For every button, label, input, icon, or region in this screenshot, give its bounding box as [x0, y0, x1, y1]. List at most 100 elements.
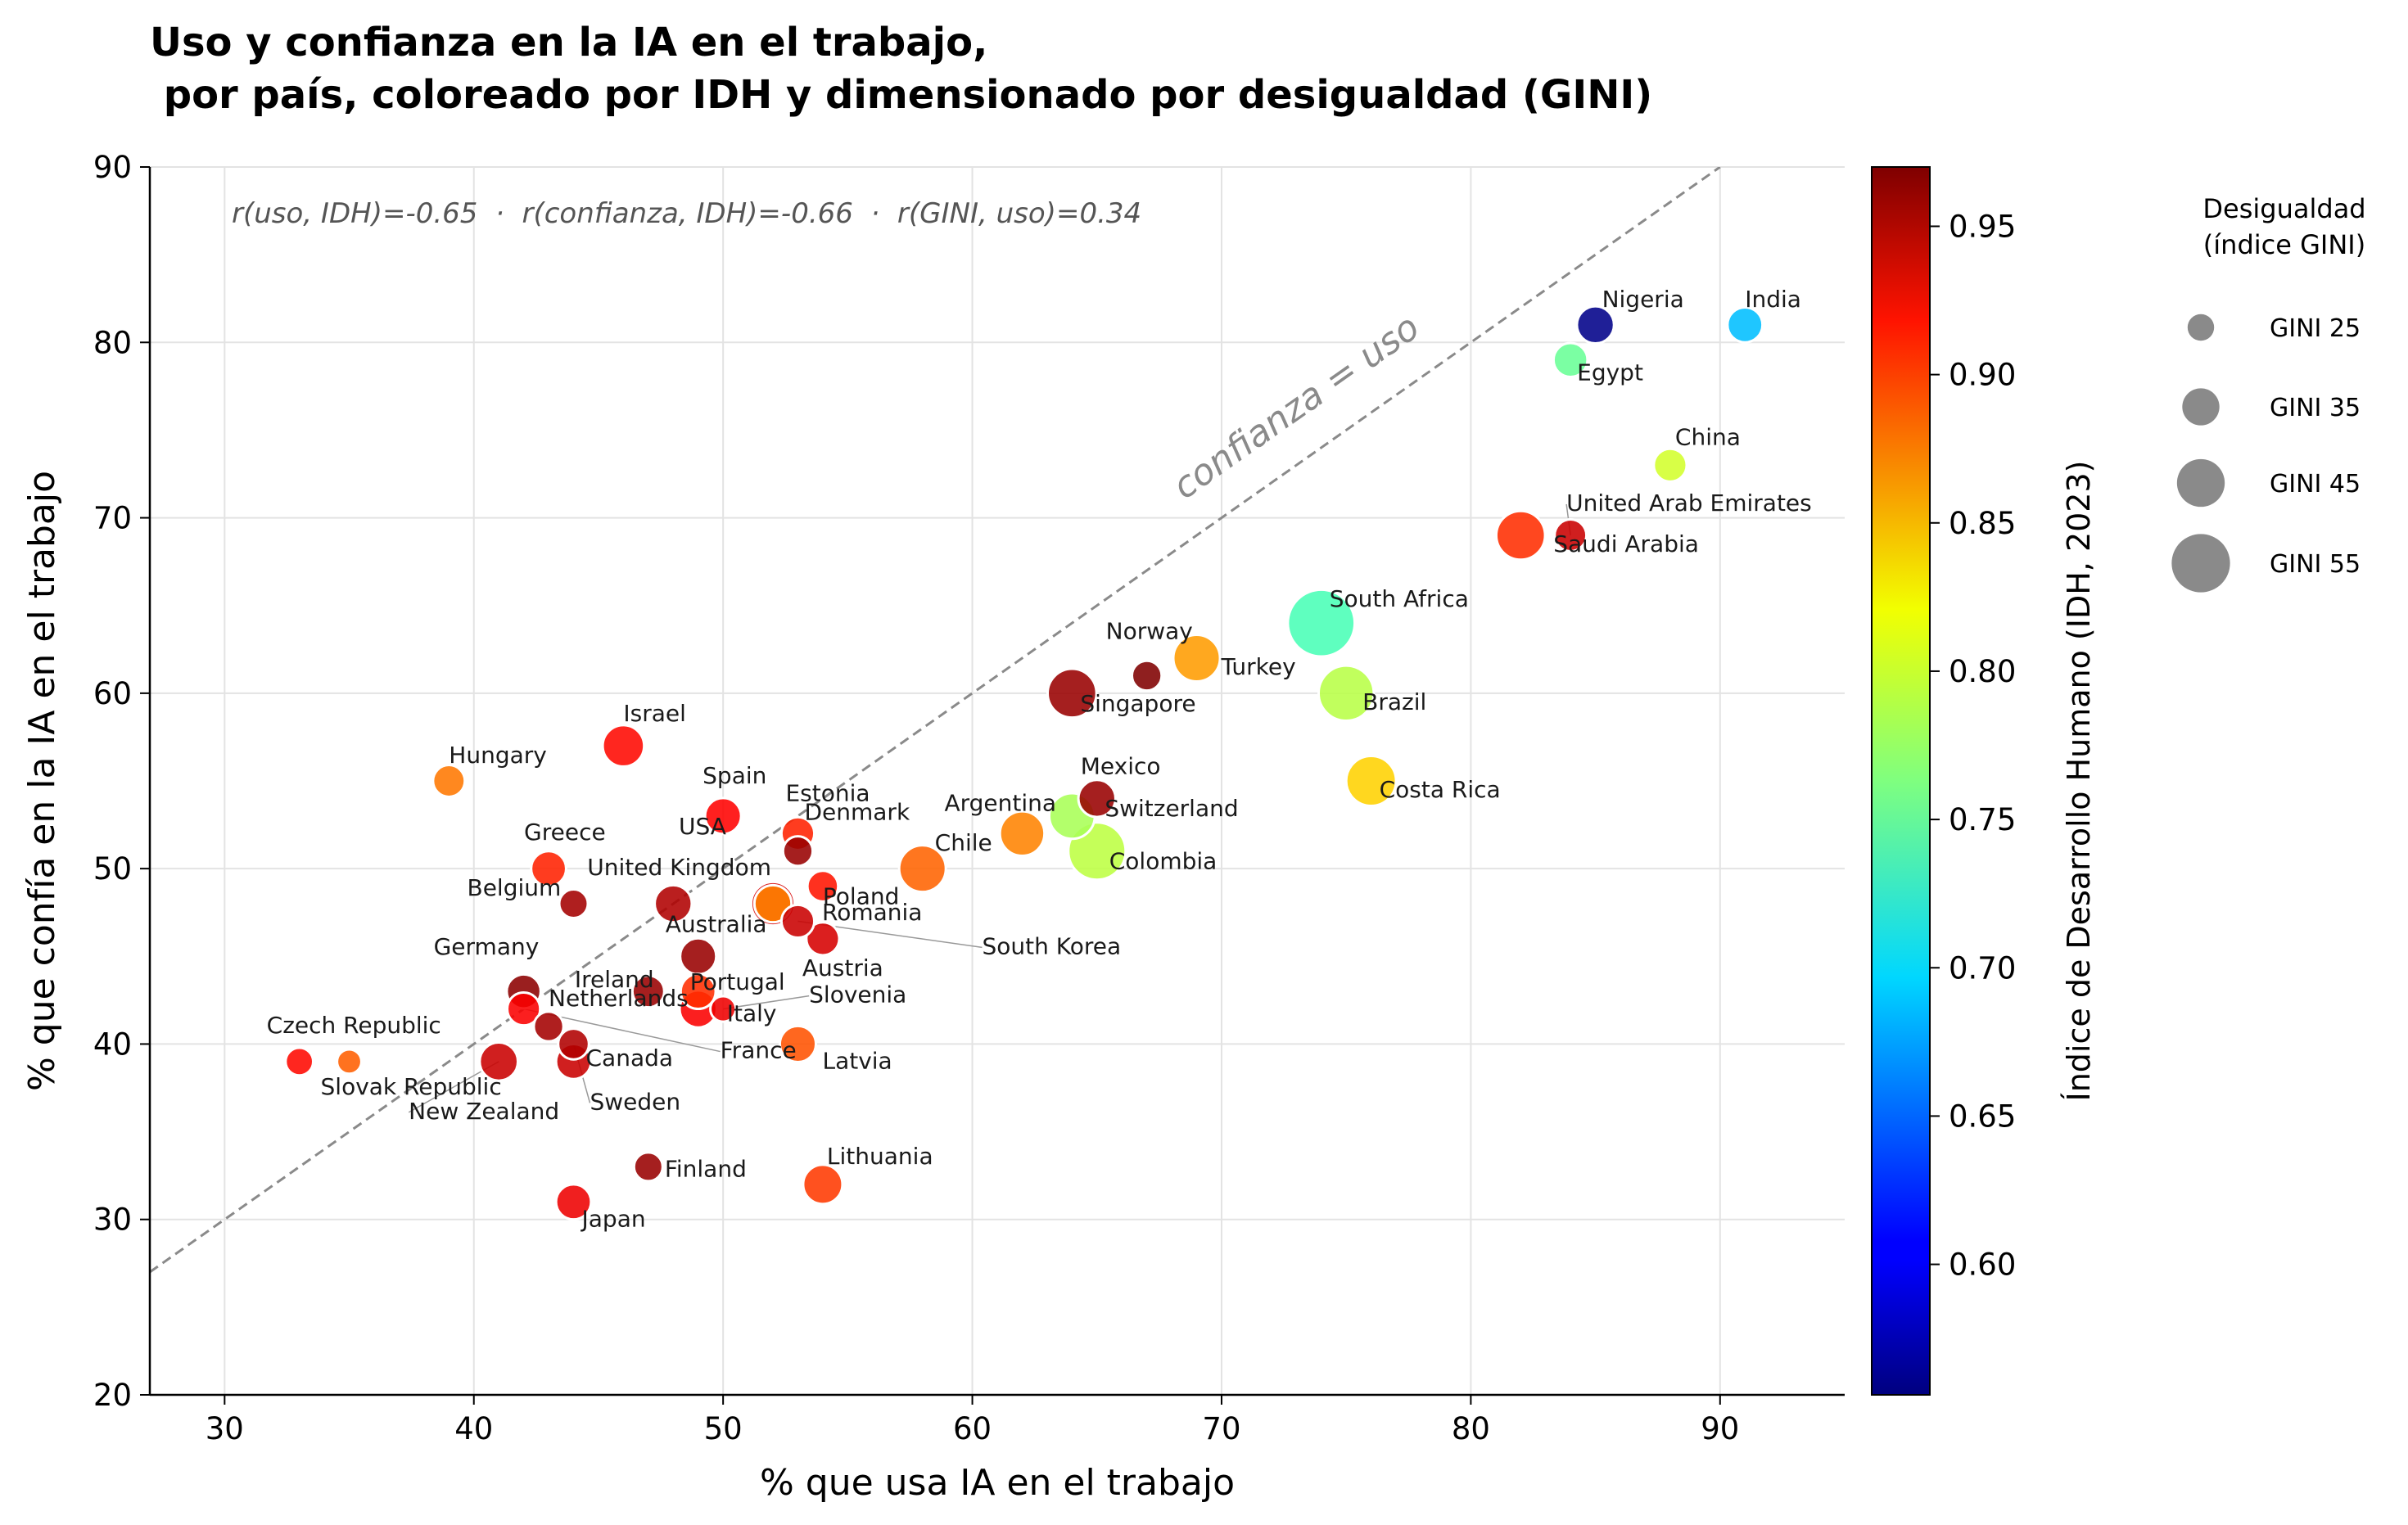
point-new-zealand — [478, 1041, 520, 1082]
point-slovenia — [709, 995, 738, 1023]
point-label: South Africa — [1330, 585, 1469, 612]
identity-line — [150, 167, 1721, 1274]
point-label: Denmark — [804, 799, 910, 826]
point-label: Austria — [802, 954, 883, 981]
point-costa-rica — [1344, 755, 1398, 807]
data-points — [284, 305, 1764, 1221]
point-label: United Arab Emirates — [1566, 490, 1812, 517]
point-turkey — [1172, 633, 1222, 684]
point-spain — [703, 796, 743, 836]
point-austria — [805, 921, 841, 957]
point-label: Turkey — [1221, 653, 1296, 680]
point-label: Switzerland — [1105, 795, 1238, 822]
colorbar-tick-label: 0.70 — [1949, 950, 2016, 986]
point-label: Mexico — [1081, 752, 1161, 779]
point-label: Finland — [665, 1155, 747, 1182]
point-label: Estonia — [785, 779, 870, 806]
point-label: United Kingdom — [587, 854, 771, 881]
point-label: India — [1745, 286, 1801, 313]
point-label: Slovak Republic — [321, 1073, 502, 1100]
point-united-arab-emirates — [1553, 518, 1588, 553]
point-china — [1652, 447, 1688, 483]
colorbar-tick-label: 0.90 — [1949, 358, 2016, 393]
point-hungary — [431, 764, 467, 798]
point-argentina — [998, 810, 1046, 858]
point-japan — [554, 1183, 593, 1221]
point-france — [506, 990, 542, 1027]
point-label: Chile — [935, 829, 992, 856]
point-ireland — [630, 974, 666, 1009]
point-label: Poland — [823, 883, 899, 910]
colorbar-tick-label: 0.95 — [1949, 209, 2016, 244]
correlation-annotation: r(uso, IDH)=-0.65 · r(confianza, IDH)=-0… — [232, 197, 1141, 230]
x-axis-label: % que usa IA en el trabajo — [760, 1462, 1235, 1504]
point-saudi-arabia — [1494, 509, 1547, 562]
point-belgium — [558, 888, 590, 919]
leader-line — [723, 995, 810, 1010]
size-legend-label: GINI 45 — [2270, 470, 2361, 499]
point-label: China — [1675, 423, 1741, 450]
point-label: Greece — [524, 819, 606, 846]
point-label: Nigeria — [1602, 286, 1684, 313]
point-label: Belgium — [468, 874, 562, 901]
y-tick-label: 70 — [93, 501, 132, 536]
size-legend-title-line1: Desigualdad — [2202, 193, 2365, 224]
size-legend-marker — [2187, 314, 2215, 341]
point-label: New Zealand — [409, 1098, 559, 1125]
colorbar-tick-label: 0.65 — [1949, 1099, 2016, 1134]
size-legend: Desigualdad (índice GINI) GINI 25 GINI 35… — [2171, 193, 2366, 593]
colorbar-gradient — [1871, 166, 1931, 1396]
y-tick-label: 30 — [93, 1202, 132, 1238]
point-brazil — [1317, 664, 1376, 723]
x-tick-label: 30 — [206, 1411, 244, 1446]
point-label: Germany — [434, 933, 540, 960]
colorbar-tick-label: 0.60 — [1949, 1248, 2016, 1283]
point-chile — [897, 844, 947, 894]
x-tick-label: 90 — [1701, 1411, 1739, 1446]
point-label: USA — [679, 813, 726, 840]
x-tick-label: 60 — [953, 1411, 992, 1446]
point-greece — [530, 850, 567, 888]
point-label: Spain — [703, 762, 766, 789]
size-legend-label: GINI 55 — [2270, 550, 2361, 579]
point-label: Argentina — [944, 789, 1056, 816]
grid-lines — [150, 166, 1845, 1396]
point-israel — [601, 724, 646, 768]
size-legend-marker — [2171, 534, 2230, 593]
point-slovak-republic — [336, 1048, 363, 1076]
point-egypt — [1552, 341, 1589, 378]
point-label: Portugal — [690, 968, 785, 995]
reference-line-label: confianza = uso — [1165, 306, 1427, 508]
point-czech-republic — [284, 1046, 314, 1077]
point-latvia — [778, 1024, 818, 1063]
point-label: Hungary — [449, 742, 547, 769]
x-tick-label: 50 — [704, 1411, 743, 1446]
y-tick-label: 20 — [93, 1378, 132, 1413]
colorbar-tick-label: 0.80 — [1949, 654, 2016, 689]
axes — [148, 167, 1845, 1396]
point-label: France — [721, 1037, 797, 1064]
size-legend-label: GINI 25 — [2270, 314, 2361, 343]
x-tick-label: 70 — [1202, 1411, 1240, 1446]
point-united-kingdom — [653, 883, 693, 924]
chart-title-line1: Uso y confianza en la IA en el trabajo, — [150, 20, 987, 65]
y-tick-label: 80 — [93, 325, 132, 360]
point-label: Romania — [822, 899, 922, 926]
colorbar-tick-label: 0.75 — [1949, 802, 2016, 837]
point-label: Japan — [581, 1205, 646, 1232]
x-tick-label: 80 — [1452, 1411, 1490, 1446]
point-denmark — [781, 835, 815, 868]
point-norway — [1131, 659, 1163, 693]
point-poland — [806, 869, 840, 903]
x-tick-label: 40 — [454, 1411, 493, 1446]
point-singapore — [1046, 667, 1098, 720]
point-mexico — [1077, 778, 1117, 819]
size-legend-marker — [2182, 388, 2220, 426]
point-label: Ireland — [575, 966, 654, 993]
point-label: Colombia — [1109, 848, 1218, 875]
point-label: Canada — [586, 1044, 674, 1072]
point-sweden — [557, 1027, 590, 1061]
point-label: Netherlands — [549, 985, 689, 1012]
point-label: Singapore — [1080, 690, 1195, 717]
y-axis-label: % que confía en la IA en el trabajo — [21, 471, 63, 1091]
